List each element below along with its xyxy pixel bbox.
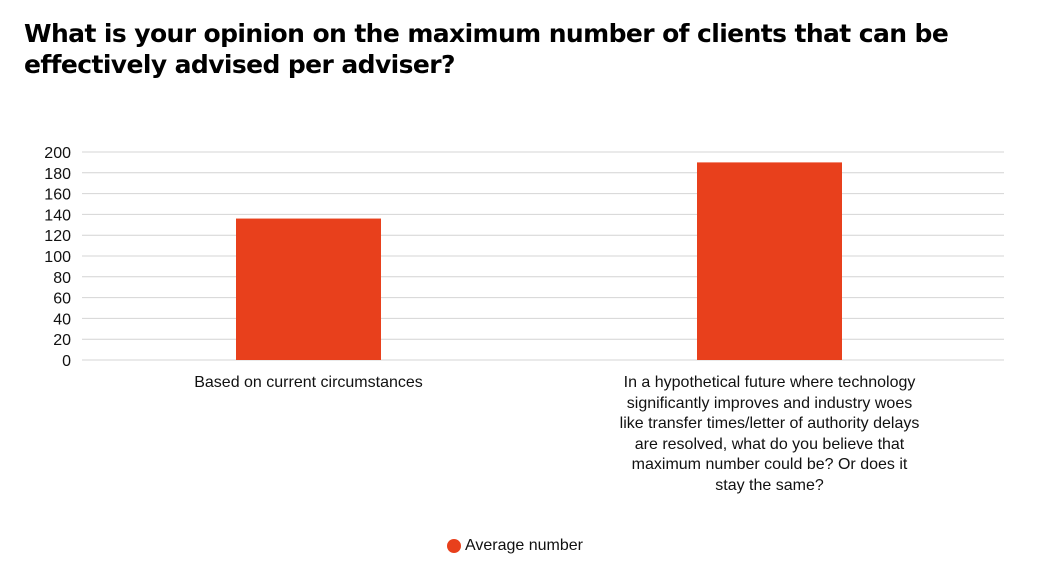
y-tick-label: 120 [44, 228, 71, 245]
legend-swatch-icon [447, 539, 461, 553]
bar [697, 162, 842, 360]
bars [236, 162, 842, 360]
y-tick-label: 140 [44, 207, 71, 224]
y-tick-label: 40 [53, 311, 71, 328]
x-category-label-future: In a hypothetical future where technolog… [619, 374, 920, 494]
y-tick-label: 200 [44, 145, 71, 162]
y-tick-label: 60 [53, 291, 71, 308]
legend-label: Average number [465, 537, 583, 554]
y-tick-label: 100 [44, 249, 71, 266]
gridlines [82, 151, 1004, 361]
y-tick-label: 180 [44, 166, 71, 183]
y-tick-label: 80 [53, 270, 71, 287]
x-category-label-current: Based on current circumstances [194, 374, 423, 391]
y-axis-ticks: 0 20 40 60 80 100 120 140 160 180 200 [44, 145, 71, 370]
chart-title: What is your opinion on the maximum numb… [24, 19, 949, 79]
y-tick-label: 20 [53, 332, 71, 349]
y-tick-label: 160 [44, 187, 71, 204]
bar [236, 218, 381, 360]
y-tick-label: 0 [62, 353, 71, 370]
legend: Average number [0, 537, 1064, 555]
